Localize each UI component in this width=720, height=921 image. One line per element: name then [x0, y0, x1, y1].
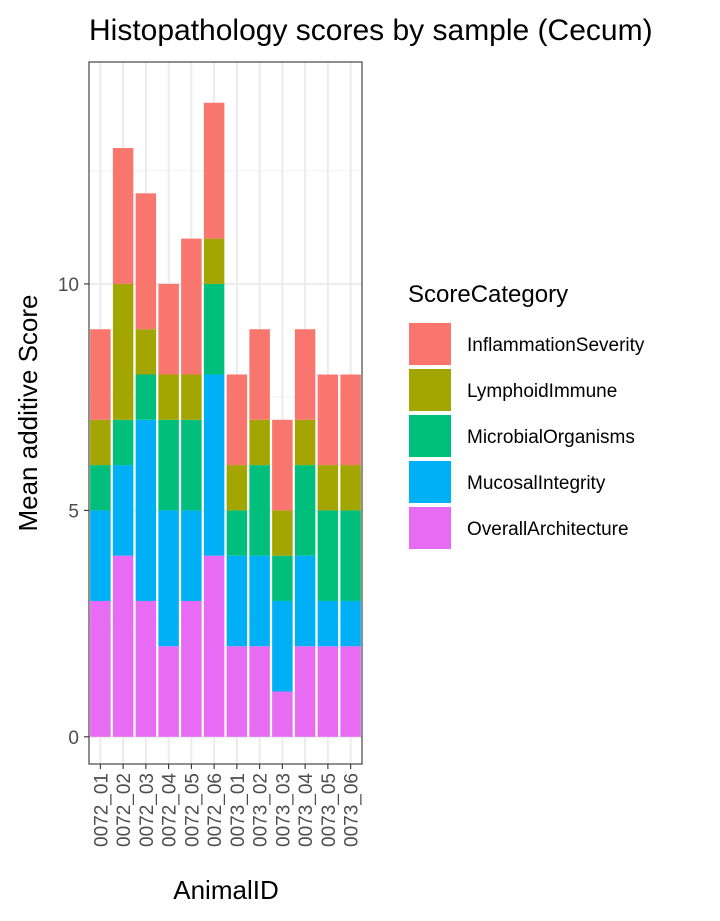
bars-layer	[90, 102, 361, 737]
legend-key	[409, 461, 451, 503]
bar-segment	[272, 600, 293, 692]
legend-key	[409, 323, 451, 365]
bar-segment	[203, 283, 225, 375]
bar-segment	[181, 510, 202, 601]
x-axis-title: AnimalID	[173, 875, 278, 905]
x-tick-label: 0072_02	[114, 773, 135, 847]
bar-segment	[90, 465, 111, 511]
bar-segment	[158, 510, 179, 647]
bar-segment	[112, 283, 134, 420]
bar-segment	[181, 374, 202, 420]
bar-segment	[317, 646, 339, 737]
bar-segment	[294, 329, 316, 420]
bar-segment	[90, 600, 111, 737]
legend-key	[409, 415, 451, 457]
x-tick-label: 0073_02	[251, 773, 272, 847]
y-tick-label: 0	[68, 728, 79, 749]
bar-segment	[158, 283, 179, 375]
bar-segment	[90, 419, 111, 466]
bar-segment	[294, 555, 316, 647]
bar-segment	[249, 555, 270, 647]
x-tick-label: 0073_06	[342, 773, 363, 847]
x-tick-label: 0073_04	[296, 773, 317, 847]
bar-segment	[294, 465, 316, 556]
legend-title: ScoreCategory	[408, 281, 568, 308]
panel-background	[89, 62, 362, 764]
bar-segment	[158, 419, 179, 511]
bar-segment	[112, 555, 134, 737]
bar-segment	[249, 646, 270, 737]
bar-segment	[272, 419, 293, 511]
bar-segment	[135, 419, 157, 601]
legend: ScoreCategory InflammationSeverity Lympho…	[408, 281, 645, 549]
bar-segment	[340, 374, 361, 466]
bar-segment	[249, 329, 270, 420]
bar-segment	[272, 555, 293, 601]
x-tick-label: 0072_04	[160, 773, 181, 847]
bar-segment	[226, 374, 248, 466]
x-tick-label: 0073_01	[228, 773, 249, 847]
bar-segment	[181, 600, 202, 737]
x-tick-label: 0072_03	[137, 773, 158, 847]
bar-segment	[203, 374, 225, 556]
legend-label: InflammationSeverity	[467, 335, 645, 356]
bar-segment	[317, 600, 339, 647]
bar-segment	[226, 465, 248, 511]
y-tick-label: 10	[58, 275, 79, 296]
x-tick-label: 0072_01	[91, 773, 112, 847]
bar-segment	[272, 691, 293, 737]
bar-segment	[340, 600, 361, 647]
bar-segment	[226, 555, 248, 647]
bar-segment	[226, 646, 248, 737]
legend-key	[409, 369, 451, 411]
bar-segment	[249, 465, 270, 556]
bar-segment	[294, 646, 316, 737]
legend-label: LymphoidImmune	[467, 381, 617, 402]
x-tick-label: 0073_05	[319, 773, 340, 847]
legend-label: MucosalIntegrity	[467, 473, 606, 494]
bar-segment	[135, 329, 157, 375]
bar-segment	[294, 419, 316, 466]
x-tick-label: 0073_03	[273, 773, 294, 847]
bar-segment	[90, 329, 111, 420]
bar-segment	[181, 419, 202, 511]
legend-key	[409, 507, 451, 549]
bar-segment	[158, 646, 179, 737]
bar-segment	[340, 510, 361, 601]
bar-segment	[249, 419, 270, 466]
bar-segment	[317, 510, 339, 601]
x-tick-label: 0072_06	[205, 773, 226, 847]
bar-segment	[317, 465, 339, 511]
y-axis-title: Mean additive Score	[13, 294, 43, 531]
legend-label: OverallArchitecture	[467, 519, 629, 540]
bar-segment	[135, 374, 157, 420]
x-tick-label: 0072_05	[182, 773, 203, 847]
panel-border	[88, 61, 363, 765]
y-tick-label: 5	[68, 501, 79, 522]
bar-segment	[90, 510, 111, 601]
bar-segment	[203, 102, 225, 239]
bar-segment	[226, 510, 248, 556]
bar-segment	[340, 646, 361, 737]
bar-segment	[158, 374, 179, 420]
bar-segment	[272, 510, 293, 556]
bar-segment	[203, 238, 225, 284]
bar-segment	[317, 374, 339, 466]
legend-label: MicrobialOrganisms	[467, 427, 635, 448]
chart-title: Histopathology scores by sample (Cecum)	[89, 14, 653, 47]
bar-segment	[135, 600, 157, 737]
bar-segment	[203, 555, 225, 737]
bar-segment	[135, 193, 157, 330]
bar-segment	[112, 148, 134, 284]
bar-segment	[112, 465, 134, 556]
bar-segment	[340, 465, 361, 511]
bar-segment	[181, 238, 202, 375]
bar-segment	[112, 419, 134, 466]
